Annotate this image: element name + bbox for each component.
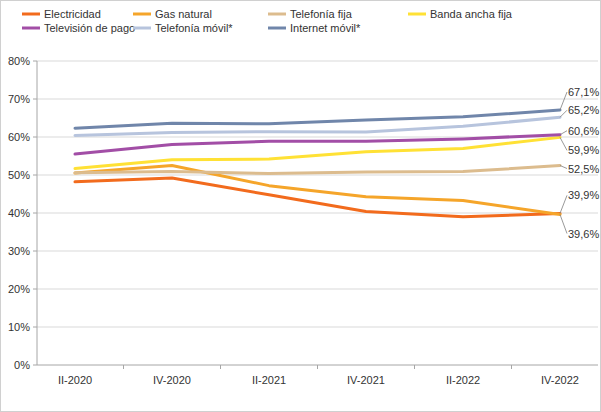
- leader-line: [560, 131, 567, 135]
- legend-swatch: [133, 13, 151, 16]
- legend-swatch: [408, 13, 426, 16]
- leader-line: [560, 166, 567, 169]
- leader-line: [560, 195, 567, 213]
- x-tick-label: II-2022: [446, 374, 480, 386]
- y-axis: [37, 61, 38, 365]
- legend: Electricidad Gas natural Telefonía fija Ban…: [22, 8, 513, 34]
- series-line: [75, 166, 560, 174]
- legend-swatch: [22, 27, 40, 30]
- series-line: [75, 117, 560, 135]
- chart: 0% 10% 20% 30% 40% 50% 60% 70% 80% II-2020 IV-2020…: [0, 0, 601, 412]
- legend-swatch: [22, 13, 40, 16]
- grid-line: [37, 61, 598, 62]
- legend-label: Telefonía fija: [290, 8, 353, 20]
- y-tick: [33, 251, 37, 252]
- frame: [1, 1, 601, 412]
- y-tick: [33, 365, 37, 366]
- data-label: 39,6%: [568, 228, 599, 240]
- leader-line: [560, 215, 567, 234]
- x-tick-label: II-2020: [58, 374, 92, 386]
- legend-label: Telefonía móvil*: [155, 22, 233, 34]
- y-tick-label: 20%: [8, 283, 30, 295]
- data-label: 39,9%: [568, 189, 599, 201]
- data-label: 52,5%: [568, 163, 599, 175]
- grid-line: [37, 251, 598, 252]
- data-label: 60,6%: [568, 125, 599, 137]
- y-tick: [33, 61, 37, 62]
- leader-line: [560, 92, 567, 110]
- y-tick: [33, 327, 37, 328]
- y-tick-label: 0%: [14, 359, 30, 371]
- data-label: 67,1%: [568, 86, 599, 98]
- legend-swatch: [268, 13, 286, 16]
- x-tick: [317, 365, 318, 369]
- y-tick: [33, 175, 37, 176]
- grid: [33, 61, 598, 365]
- grid-line: [37, 327, 598, 328]
- data-label: 59,9%: [568, 144, 599, 156]
- y-tick-label: 60%: [8, 131, 30, 143]
- y-tick: [33, 213, 37, 214]
- y-tick-label: 10%: [8, 321, 30, 333]
- y-tick: [33, 137, 37, 138]
- legend-label: Televisión de pago: [44, 22, 135, 34]
- legend-label: Gas natural: [155, 8, 212, 20]
- y-tick-label: 80%: [8, 55, 30, 67]
- series-line: [75, 110, 560, 128]
- legend-label: Electricidad: [44, 8, 101, 20]
- x-tick-label: IV-2022: [541, 374, 579, 386]
- grid-line: [37, 289, 598, 290]
- x-tick: [511, 365, 512, 369]
- y-tick: [33, 99, 37, 100]
- y-tick-label: 70%: [8, 93, 30, 105]
- legend-label: Banda ancha fija: [430, 8, 513, 20]
- series-line: [75, 166, 560, 215]
- leader-line: [560, 110, 567, 117]
- grid-line: [37, 213, 598, 214]
- series-line: [75, 178, 560, 217]
- grid-line: [37, 175, 598, 176]
- y-tick-label: 40%: [8, 207, 30, 219]
- x-tick-label: IV-2020: [153, 374, 191, 386]
- y-tick: [33, 289, 37, 290]
- legend-swatch: [133, 27, 151, 30]
- x-tick: [220, 365, 221, 369]
- legend-label: Internet móvil*: [290, 22, 361, 34]
- series-lines: [75, 110, 560, 217]
- y-tick-label: 50%: [8, 169, 30, 181]
- leader-line: [560, 137, 567, 150]
- data-label: 65,2%: [568, 104, 599, 116]
- grid-line: [37, 99, 598, 100]
- y-tick-label: 30%: [8, 245, 30, 257]
- x-tick-label: IV-2021: [347, 374, 385, 386]
- x-tick: [414, 365, 415, 369]
- x-tick-label: II-2021: [252, 374, 286, 386]
- legend-swatch: [268, 27, 286, 30]
- series-line: [75, 135, 560, 154]
- x-tick: [123, 365, 124, 369]
